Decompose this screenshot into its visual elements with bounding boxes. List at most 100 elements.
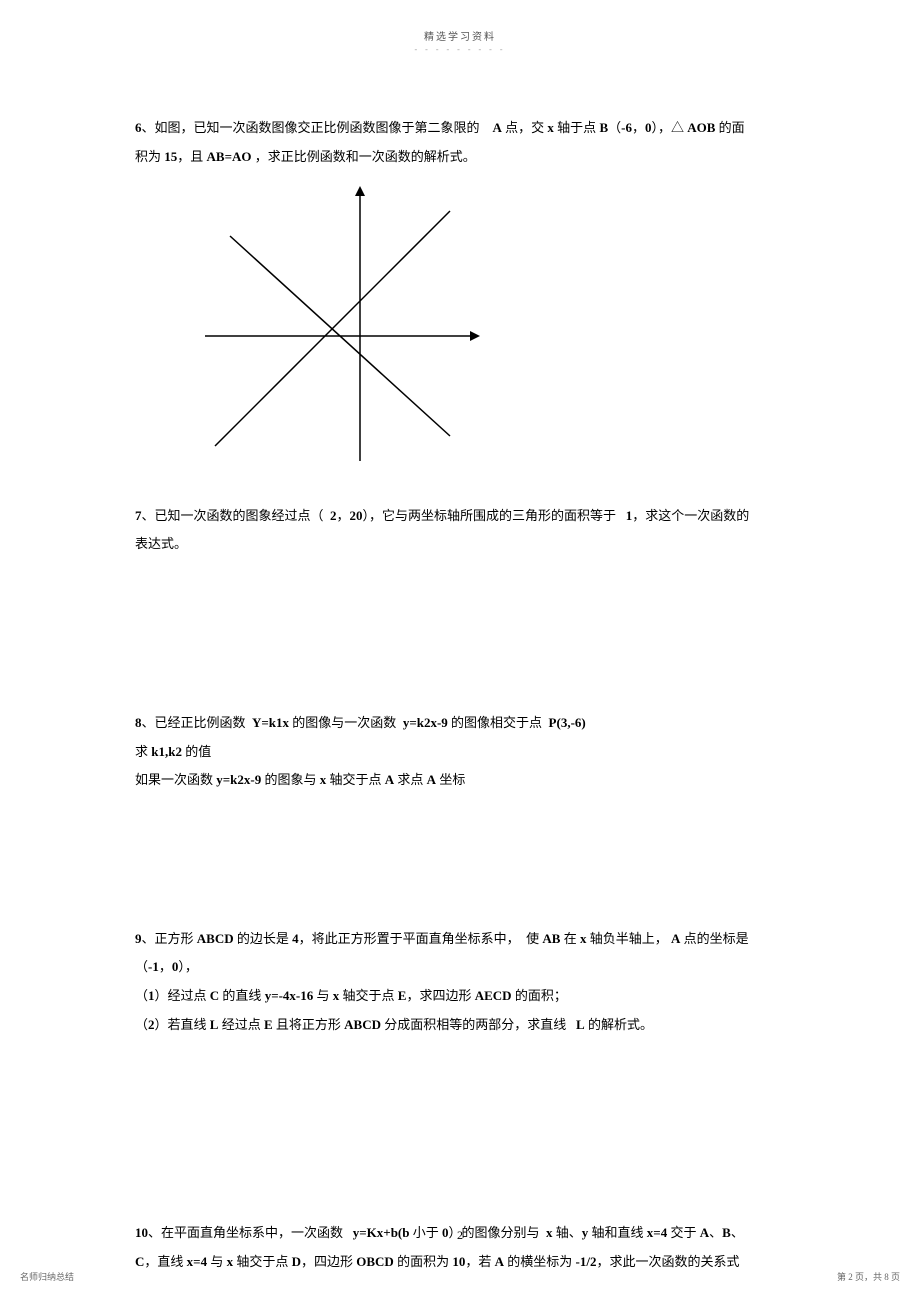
text: 的面 [715,120,744,135]
problem-7-line1: 7、已知一次函数的图象经过点（ 2，20），它与两坐标轴所围成的三角形的面积等于… [135,502,785,531]
text: 的图像相交于点 [448,715,542,730]
text: -6 [621,120,632,135]
text: 的解析式。 [585,1017,653,1032]
text: ，四边形 [301,1254,356,1269]
text: 交于 [667,1225,700,1240]
text: 的边长是 [234,931,293,946]
text: 20 [350,508,363,523]
text: k1,k2 [151,744,182,759]
text: 的横坐标为 [504,1254,576,1269]
text: 、在平面直角坐标系中，一次函数 [148,1225,343,1240]
text: ，且 [177,149,206,164]
text: 在 [560,931,580,946]
text: 轴交于点 [233,1254,292,1269]
text: AB=AO [207,149,252,164]
text: 求点 [394,772,427,787]
text: ），它与两坐标轴所围成的三角形的面积等于 [363,508,617,523]
text: L [576,1017,585,1032]
text: ，求正比例函数和一次函数的解析式。 [252,149,476,164]
text: ，直线 [144,1254,186,1269]
text: 、 [709,1225,722,1240]
text: C [210,988,219,1003]
text: 、 [731,1225,744,1240]
text: 积为 [135,149,164,164]
text: A [493,120,502,135]
text: y=k2x-9 [216,772,261,787]
text: 、已经正比例函数 [142,715,246,730]
text: y=-4x-16 [265,988,314,1003]
text: D [292,1254,301,1269]
text: 与 [207,1254,227,1269]
problem-6-line2: 积为 15，且 AB=AO ，求正比例函数和一次函数的解析式。 [135,143,785,172]
text: 经过点 [218,1017,264,1032]
text: 、正方形 [142,931,197,946]
text: Y=k1x [252,715,289,730]
text: 轴交于点 [326,772,385,787]
text: 的直线 [219,988,265,1003]
text: 坐标 [436,772,465,787]
text: 、已知一次函数的图象经过点（ [142,508,324,523]
text: -1/2 [576,1254,597,1269]
text: ABCD [197,931,234,946]
text: 与 [313,988,333,1003]
text: 表达式。 [135,536,187,551]
text: ABCD [344,1017,381,1032]
problem-9-line2: （-1，0）， [135,953,785,982]
problem-9-line4: （2）若直线 L 经过点 E 且将正方形 ABCD 分成面积相等的两部分，求直线… [135,1011,785,1040]
problem-9-line1: 9、正方形 ABCD 的边长是 4，将此正方形置于平面直角坐标系中， 使 AB … [135,925,785,954]
text: ）， [178,959,198,974]
text: ， [337,508,350,523]
problem-8-line2: 求 k1,k2 的值 [135,738,785,767]
problem-number: 10 [135,1225,148,1240]
text: 轴负半轴上， [586,931,667,946]
problem-8-line3: 如果一次函数 y=k2x-9 的图象与 x 轴交于点 A 求点 A 坐标 [135,766,785,795]
text: ）经过点 [155,988,210,1003]
problem-7: 7、已知一次函数的图象经过点（ 2，20），它与两坐标轴所围成的三角形的面积等于… [135,502,785,679]
problem-6: 6、如图，已知一次函数图像交正比例函数图像于第二象限的 A 点，交 x 轴于点 … [135,114,785,472]
problem-9: 9、正方形 ABCD 的边长是 4，将此正方形置于平面直角坐标系中， 使 AB … [135,925,785,1189]
spacer [135,1039,785,1189]
text: ， [632,120,645,135]
text: （ [135,1017,148,1032]
problem-8: 8、已经正比例函数 Y=k1x 的图像与一次函数 y=k2x-9 的图像相交于点… [135,709,785,895]
text: 的图象与 [261,772,320,787]
text: （ [135,959,148,974]
text: 如果一次函数 [135,772,216,787]
footer-right: 第 2 页，共 8 页 [837,1270,900,1283]
text: ）若直线 [155,1017,210,1032]
text: （ [135,988,148,1003]
problem-6-line1: 6、如图，已知一次函数图像交正比例函数图像于第二象限的 A 点，交 x 轴于点 … [135,114,785,143]
text: ，求这个一次函数的 [632,508,749,523]
problem-10-line2: C，直线 x=4 与 x 轴交于点 D，四边形 OBCD 的面积为 10，若 A… [135,1248,785,1277]
y-axis-arrow [355,186,365,196]
text: y=Kx+b(b [353,1225,410,1240]
text: A [495,1254,504,1269]
graph-svg [185,181,485,461]
text: 的面积为 [394,1254,453,1269]
text: 轴、 [553,1225,582,1240]
text: AECD [475,988,512,1003]
text: （ [608,120,621,135]
page-header-divider: - - - - - - - - - [0,45,920,54]
text: 求 [135,744,151,759]
text: 、如图，已知一次函数图像交正比例函数图像于第二象限的 [142,120,480,135]
text: x=4 [187,1254,207,1269]
text: 点的坐标是 [680,931,748,946]
footer-left: 名师归纳总结 [20,1270,74,1283]
text: ，将此正方形置于平面直角坐标系中， [299,931,520,946]
text: 的图像与一次函数 [289,715,396,730]
text: A [385,772,394,787]
x-axis-arrow [470,331,480,341]
text: B [599,120,608,135]
coordinate-graph [185,181,785,472]
text: 10 [452,1254,465,1269]
page-content: 6、如图，已知一次函数图像交正比例函数图像于第二象限的 A 点，交 x 轴于点 … [0,54,920,1276]
text: ），△ [651,120,687,135]
spacer [135,795,785,895]
text: E [264,1017,273,1032]
text: 轴和直线 [588,1225,647,1240]
text: AOB [687,120,715,135]
text: 轴交于点 [339,988,398,1003]
text: 且将正方形 [273,1017,345,1032]
text: OBCD [356,1254,394,1269]
